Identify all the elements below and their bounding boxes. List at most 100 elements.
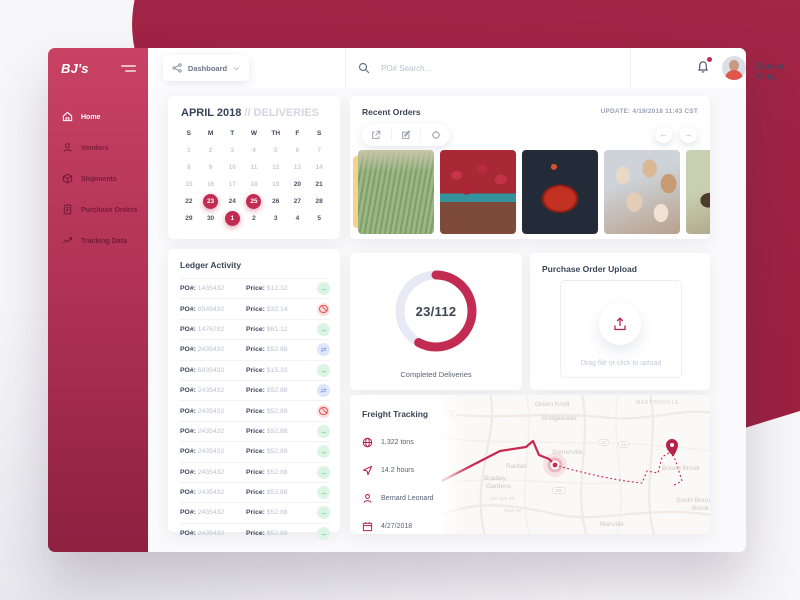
- status-icon[interactable]: [317, 465, 330, 479]
- farm-field-photo[interactable]: [358, 150, 434, 234]
- calendar-day[interactable]: 10: [228, 164, 236, 171]
- calendar-day[interactable]: 14: [315, 164, 323, 171]
- sidebar-item-purchase-orders[interactable]: Purchase Orders: [48, 195, 148, 226]
- calendar-day[interactable]: 29: [185, 215, 193, 222]
- upload-hint: Drag file or click to upload: [580, 360, 662, 367]
- calendar-day[interactable]: 17: [228, 181, 236, 188]
- status-icon[interactable]: [317, 282, 330, 296]
- notifications-button[interactable]: [696, 57, 712, 79]
- menu-icon[interactable]: [121, 62, 136, 75]
- destination-pin-icon: [666, 439, 678, 457]
- calendar-day[interactable]: 30: [206, 215, 215, 222]
- purchase-order-upload-card: Purchase Order Upload Drag file or click…: [530, 253, 710, 390]
- user-name[interactable]: Eunice King: [756, 61, 784, 81]
- calendar-day[interactable]: 19: [272, 181, 280, 188]
- status-icon[interactable]: [317, 486, 330, 500]
- po-number: PO#: 1435432: [180, 285, 225, 293]
- calendar-day[interactable]: 22: [185, 198, 193, 205]
- status-icon[interactable]: [317, 445, 330, 459]
- calendar-day[interactable]: 8: [187, 164, 191, 171]
- sidebar-item-shipments[interactable]: Shipments: [48, 164, 148, 195]
- upload-dropzone[interactable]: Drag file or click to upload: [560, 280, 682, 378]
- strawberries-photo[interactable]: [440, 150, 516, 234]
- calendar-day[interactable]: 12: [272, 164, 280, 171]
- calendar-day[interactable]: 2: [252, 215, 256, 222]
- ledger-row[interactable]: PO#: 2435432 Price: $52.88: [180, 522, 330, 543]
- calendar-day[interactable]: 1: [187, 147, 191, 154]
- calendar-day[interactable]: 13: [293, 164, 302, 171]
- ledger-row[interactable]: PO#: 2435432 Price: $52.88: [180, 481, 330, 502]
- upload-button[interactable]: [599, 303, 641, 345]
- calendar-day[interactable]: 9: [208, 164, 213, 171]
- edit-icon[interactable]: [390, 129, 421, 141]
- sidebar-item-home[interactable]: Home: [48, 102, 148, 133]
- calendar-day[interactable]: 3: [230, 147, 235, 154]
- calendar-day[interactable]: 23: [200, 193, 222, 210]
- dashboard-selector[interactable]: Dashboard: [163, 55, 249, 81]
- calendar-day[interactable]: 24: [228, 198, 236, 205]
- calendar-day[interactable]: 1: [221, 210, 243, 227]
- user-avatar[interactable]: [722, 56, 746, 80]
- po-number: PO#: 1476782: [180, 325, 225, 333]
- calendar-day[interactable]: 4: [295, 215, 300, 222]
- route-remaining-line: [554, 450, 683, 486]
- status-icon[interactable]: [317, 506, 330, 520]
- calendar-day[interactable]: 11: [250, 164, 258, 171]
- calendar-day[interactable]: 21: [315, 181, 323, 188]
- status-icon[interactable]: [317, 384, 330, 398]
- ledger-row[interactable]: PO#: 2435432 Price: $52.88: [180, 461, 330, 482]
- calendar-day-headers: S M T W TH F S: [178, 126, 330, 141]
- produce-partial-photo[interactable]: [686, 150, 710, 234]
- eggs-photo[interactable]: [604, 150, 680, 234]
- ledger-row[interactable]: PO#: 8545432 Price: $32.14: [180, 298, 330, 318]
- status-icon[interactable]: [317, 322, 330, 336]
- map-place-label: Old York Rd: [490, 496, 515, 501]
- ledger-row[interactable]: PO#: 2435432 Price: $52.88: [180, 441, 330, 461]
- calendar-day[interactable]: 5: [273, 147, 278, 154]
- sidebar-item-vendors[interactable]: Vendors: [48, 133, 148, 164]
- map-place-label: Bridgewater: [542, 415, 577, 422]
- calendar-day[interactable]: 2: [208, 147, 213, 154]
- ledger-row[interactable]: PO#: 2435432 Price: $52.88: [180, 420, 330, 441]
- calendar-day[interactable]: 4: [252, 147, 256, 154]
- status-icon[interactable]: [317, 302, 330, 316]
- ledger-row[interactable]: PO#: 1435432 Price: $12.32: [180, 278, 330, 298]
- calendar-day[interactable]: 20: [293, 181, 302, 188]
- calendar-day[interactable]: 7: [317, 147, 321, 154]
- po-number: PO#: 2435432: [180, 468, 225, 476]
- calendar-day[interactable]: 6: [295, 147, 300, 154]
- search-icon: [358, 62, 370, 74]
- prev-button[interactable]: ←: [655, 126, 672, 143]
- calendar-day-header: T: [230, 130, 235, 137]
- calendar-day[interactable]: 27: [293, 198, 302, 205]
- calendar-day[interactable]: 18: [250, 181, 258, 188]
- calendar-day-header: W: [250, 130, 258, 137]
- ledger-row[interactable]: PO#: 1476782 Price: $61.12: [180, 318, 330, 339]
- ledger-row[interactable]: PO#: 2435432 Price: $52.88: [180, 400, 330, 420]
- calendar-day[interactable]: 5: [317, 215, 321, 222]
- tomato-sauce-photo[interactable]: [522, 150, 598, 234]
- ledger-row[interactable]: PO#: 6835432 Price: $15.33: [180, 359, 330, 380]
- calendar-day[interactable]: 15: [185, 181, 193, 188]
- ledger-row[interactable]: PO#: 2435432 Price: $52.88: [180, 339, 330, 359]
- calendar-day-header: M: [207, 130, 214, 137]
- freight-title: Freight Tracking: [362, 409, 429, 419]
- calendar-day[interactable]: 26: [272, 198, 280, 205]
- status-icon[interactable]: [317, 343, 330, 357]
- calendar-day[interactable]: 28: [315, 198, 323, 205]
- calendar-day[interactable]: 3: [273, 215, 278, 222]
- status-icon[interactable]: [317, 424, 330, 438]
- search-input[interactable]: [379, 62, 533, 74]
- calendar-day[interactable]: 16: [206, 181, 215, 188]
- ledger-row[interactable]: PO#: 2435432 Price: $52.88: [180, 502, 330, 522]
- status-icon[interactable]: [317, 404, 330, 418]
- status-icon[interactable]: [317, 526, 330, 540]
- target-icon[interactable]: [420, 129, 450, 141]
- calendar-day[interactable]: 25: [243, 193, 265, 210]
- sidebar-item-tracking-data[interactable]: Tracking Data: [48, 226, 148, 257]
- status-icon[interactable]: [317, 363, 330, 377]
- next-button[interactable]: →: [680, 126, 697, 143]
- sidebar-item-label: Home: [81, 114, 101, 121]
- ledger-row[interactable]: PO#: 2435432 Price: $52.88: [180, 379, 330, 400]
- external-link-icon[interactable]: [362, 129, 391, 141]
